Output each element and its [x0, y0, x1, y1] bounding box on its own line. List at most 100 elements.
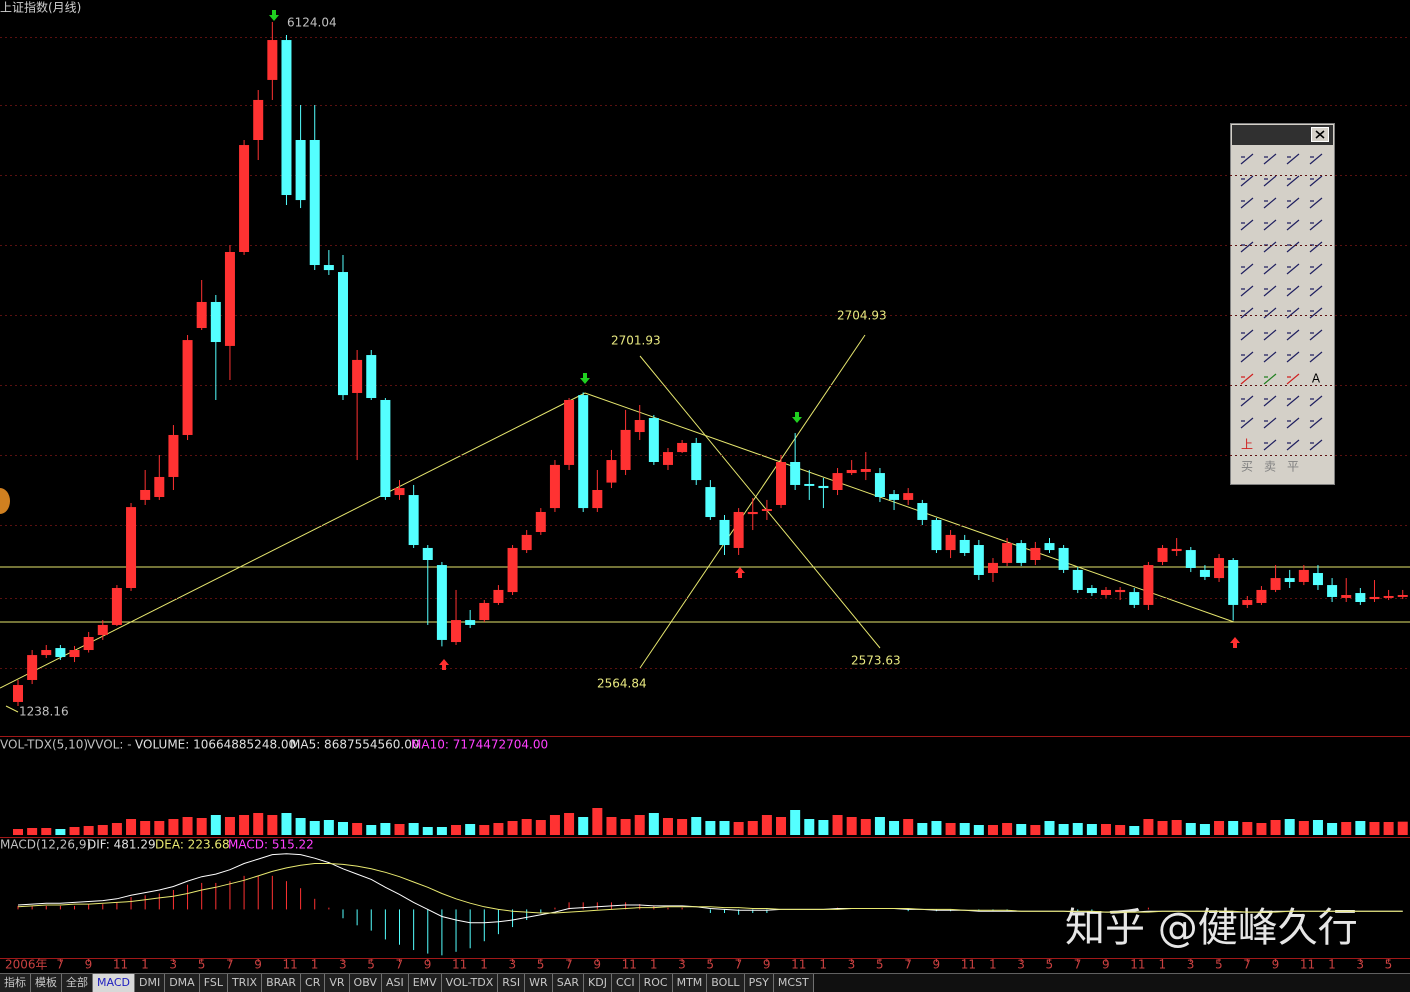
tool-icon	[1286, 417, 1300, 429]
indicator-tab[interactable]: CCI	[611, 974, 640, 992]
indicator-tab[interactable]: BOLL	[707, 974, 745, 992]
candle-body	[705, 487, 716, 518]
indicator-tab[interactable]: 指标	[0, 974, 31, 992]
tool-icon	[1286, 263, 1300, 275]
volume-bar	[337, 822, 348, 835]
volume-bar	[239, 815, 250, 835]
indicator-tab[interactable]: 全部	[62, 974, 93, 992]
tool-icon	[1309, 439, 1323, 451]
candle-body	[154, 476, 165, 497]
volume-bar	[804, 819, 815, 835]
tool-icon	[1263, 417, 1277, 429]
indicator-tab[interactable]: WR	[525, 974, 553, 992]
indicator-tab[interactable]: OBV	[349, 974, 382, 992]
candle	[394, 480, 405, 500]
indicator-tab[interactable]: BRAR	[262, 974, 302, 992]
x-tick-label: 7	[56, 958, 64, 972]
tool-icon	[1263, 219, 1277, 231]
candle	[479, 600, 490, 623]
indicator-tab[interactable]: FSL	[199, 974, 228, 992]
tool-icon	[1240, 373, 1254, 385]
candle-body	[1086, 588, 1097, 594]
indicator-tab[interactable]: CR	[301, 974, 326, 992]
x-tick-label: 1	[480, 958, 488, 972]
candle	[1199, 565, 1210, 581]
volume-bar	[408, 823, 419, 835]
volume-bar	[521, 819, 532, 835]
indicator-header: MACD(12,26,9)	[0, 838, 91, 852]
candle-body	[140, 490, 151, 500]
candle-body	[620, 429, 631, 470]
indicator-tab[interactable]: TRIX	[227, 974, 263, 992]
indicator-header: MA10: 7174472704.00	[411, 738, 548, 752]
volume-bar	[13, 829, 23, 835]
candle-body	[295, 140, 306, 201]
tool-icon	[1309, 263, 1323, 275]
candle-body	[337, 272, 348, 396]
candle-body	[111, 588, 122, 625]
candle-body	[182, 340, 193, 435]
volume-bar	[903, 819, 914, 835]
candle-body	[1214, 558, 1225, 579]
indicator-tab[interactable]: RSI	[498, 974, 526, 992]
indicator-tab[interactable]: PSY	[744, 974, 774, 992]
indicator-tab[interactable]: MTM	[672, 974, 708, 992]
volume-bar	[846, 817, 857, 835]
indicator-tab[interactable]: VOL-TDX	[441, 974, 499, 992]
volume-bar	[1016, 824, 1027, 835]
volume-bar	[1341, 822, 1352, 835]
x-tick-label: 7	[565, 958, 573, 972]
candle-body	[818, 485, 829, 489]
candle-body	[917, 503, 928, 520]
candle	[126, 503, 137, 591]
toolbar-label: 卖	[1264, 460, 1276, 474]
indicator-tab[interactable]: ASI	[381, 974, 409, 992]
candle-body	[267, 40, 278, 80]
candle	[1242, 595, 1253, 609]
candle	[1341, 578, 1352, 602]
volume-bar	[27, 828, 38, 835]
candle	[1101, 587, 1112, 598]
x-tick-label: 11	[282, 958, 297, 972]
tool-icon	[1240, 395, 1254, 407]
indicator-tab[interactable]: MACD	[93, 974, 135, 992]
indicator-tab[interactable]: MCST	[773, 974, 814, 992]
indicator-tab[interactable]: 模板	[31, 974, 62, 992]
candle	[1115, 587, 1126, 601]
volume-bar	[69, 827, 80, 835]
volume-bar	[182, 817, 193, 835]
x-tick-label: 3	[1017, 958, 1025, 972]
indicator-tab[interactable]: DMA	[165, 974, 200, 992]
candle	[776, 455, 787, 509]
volume-bar	[1044, 821, 1055, 835]
indicator-tab[interactable]: EMV	[408, 974, 442, 992]
chart-title: 上证指数(月线)	[0, 0, 81, 15]
x-tick-label: 7	[904, 958, 912, 972]
candle	[945, 530, 956, 559]
candle	[903, 488, 914, 505]
indicator-tab[interactable]: DMI	[134, 974, 166, 992]
x-tick-label: 5	[1215, 958, 1223, 972]
candle-body	[323, 265, 334, 271]
volume-bar	[465, 824, 476, 835]
indicator-tab[interactable]: ROC	[639, 974, 673, 992]
candle	[959, 534, 970, 556]
indicator-tab[interactable]: SAR	[552, 974, 585, 992]
x-tick-label: 5	[706, 958, 714, 972]
tool-icon	[1286, 329, 1300, 341]
candle	[790, 433, 801, 490]
x-tick-label: 3	[509, 958, 517, 972]
indicator-header: MACD: 515.22	[228, 838, 314, 852]
macd-line	[17, 863, 1403, 914]
candle-body	[761, 509, 772, 511]
candle	[1086, 585, 1097, 596]
tool-icon	[1286, 153, 1300, 165]
indicator-tab[interactable]: VR	[325, 974, 350, 992]
low-pointer	[5, 705, 19, 713]
x-tick-label: 7	[1243, 958, 1251, 972]
indicator-tab[interactable]: KDJ	[584, 974, 612, 992]
candle	[83, 631, 94, 653]
x-tick-label: 7	[396, 958, 404, 972]
x-start-label: 2006年	[5, 958, 48, 972]
